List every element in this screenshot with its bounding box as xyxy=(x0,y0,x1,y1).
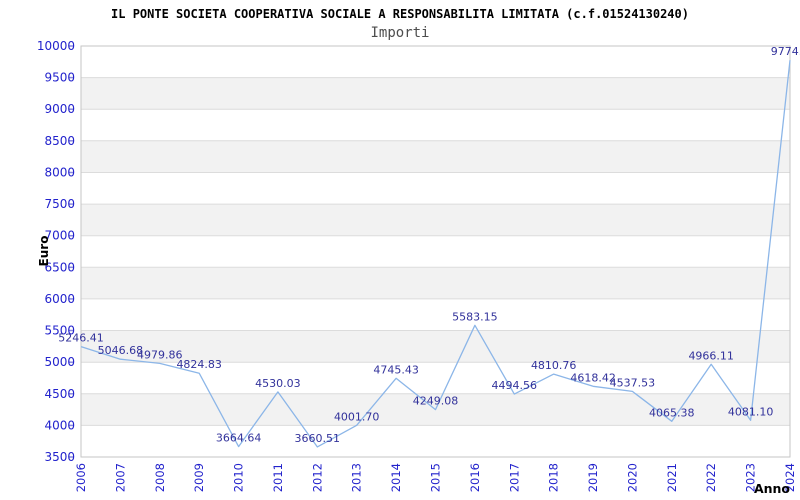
x-tick-label: 2020 xyxy=(625,463,639,492)
y-tick-label: 9500 xyxy=(44,71,75,85)
chart-title: IL PONTE SOCIETA COOPERATIVA SOCIALE A R… xyxy=(111,7,689,21)
x-tick-label: 2016 xyxy=(468,463,482,492)
x-tick-label: 2008 xyxy=(153,463,167,492)
x-tick-label: 2023 xyxy=(744,463,758,492)
data-label: 4824.83 xyxy=(176,358,222,371)
x-tick-label: 2011 xyxy=(271,463,285,492)
data-label: 4494.56 xyxy=(492,379,538,392)
plot-band xyxy=(81,298,790,331)
y-tick-label: 8000 xyxy=(44,166,75,180)
data-label: 4081.10 xyxy=(728,405,774,418)
data-label: 4745.43 xyxy=(373,363,419,376)
data-label: 5583.15 xyxy=(452,310,498,323)
x-tick-label: 2014 xyxy=(389,463,403,492)
data-label: 5046.68 xyxy=(98,344,144,357)
data-label: 9774.9 xyxy=(771,45,800,58)
x-tick-label: 2006 xyxy=(74,463,88,492)
data-label: 4618.42 xyxy=(570,371,616,384)
y-tick-label: 7500 xyxy=(44,197,75,211)
y-tick-label: 6000 xyxy=(44,292,75,306)
x-tick-label: 2015 xyxy=(429,463,443,492)
y-tick-label: 10000 xyxy=(37,39,75,53)
plot-band xyxy=(81,330,790,363)
plot-band xyxy=(81,77,790,110)
x-tick-label: 2021 xyxy=(665,463,679,492)
data-label: 5246.41 xyxy=(58,332,104,345)
y-tick-label: 4500 xyxy=(44,387,75,401)
plot-area xyxy=(80,45,791,458)
plot-band xyxy=(81,235,790,268)
y-tick-label: 5500 xyxy=(44,324,75,338)
data-label: 4979.86 xyxy=(137,348,183,361)
data-label: 3664.64 xyxy=(216,432,262,445)
series-line xyxy=(80,60,791,448)
data-label: 4065.38 xyxy=(649,406,695,419)
data-label: 4249.08 xyxy=(413,395,459,408)
x-tick-label: 2024 xyxy=(783,463,797,492)
y-axis-title: Euro xyxy=(37,236,51,267)
chart-subtitle: Importi xyxy=(370,25,430,41)
y-tick-label: 6500 xyxy=(44,260,75,274)
plot-band xyxy=(81,425,790,457)
y-tick-label: 9000 xyxy=(44,102,75,116)
y-tick-label: 3500 xyxy=(44,450,75,464)
y-tick-label: 4000 xyxy=(44,418,75,432)
x-tick-label: 2012 xyxy=(310,463,324,492)
x-tick-label: 2018 xyxy=(547,463,561,492)
x-axis-title: Anno xyxy=(754,481,790,496)
plot-band xyxy=(81,362,790,394)
plot-band xyxy=(81,140,790,173)
x-tick-label: 2022 xyxy=(704,463,718,492)
x-tick-label: 2010 xyxy=(232,463,246,492)
x-tick-label: 2013 xyxy=(350,463,364,492)
plot-band xyxy=(81,109,790,141)
x-tick-label: 2017 xyxy=(507,463,521,492)
data-label: 4537.53 xyxy=(610,376,656,389)
plot-band xyxy=(81,46,790,78)
y-tick-label: 7000 xyxy=(44,229,75,243)
y-tick-label: 8500 xyxy=(44,134,75,148)
data-label: 3660.51 xyxy=(295,432,341,445)
plot-band xyxy=(81,267,790,299)
x-tick-label: 2007 xyxy=(113,463,127,492)
data-label: 4810.76 xyxy=(531,359,577,372)
plot-band xyxy=(81,172,790,205)
x-tick-label: 2009 xyxy=(192,463,206,492)
data-label: 4530.03 xyxy=(255,377,301,390)
data-label: 4001.70 xyxy=(334,410,380,423)
x-tick-label: 2019 xyxy=(586,463,600,492)
y-tick-label: 5000 xyxy=(44,355,75,369)
plot-band xyxy=(81,204,790,236)
data-label: 4966.11 xyxy=(688,349,734,362)
